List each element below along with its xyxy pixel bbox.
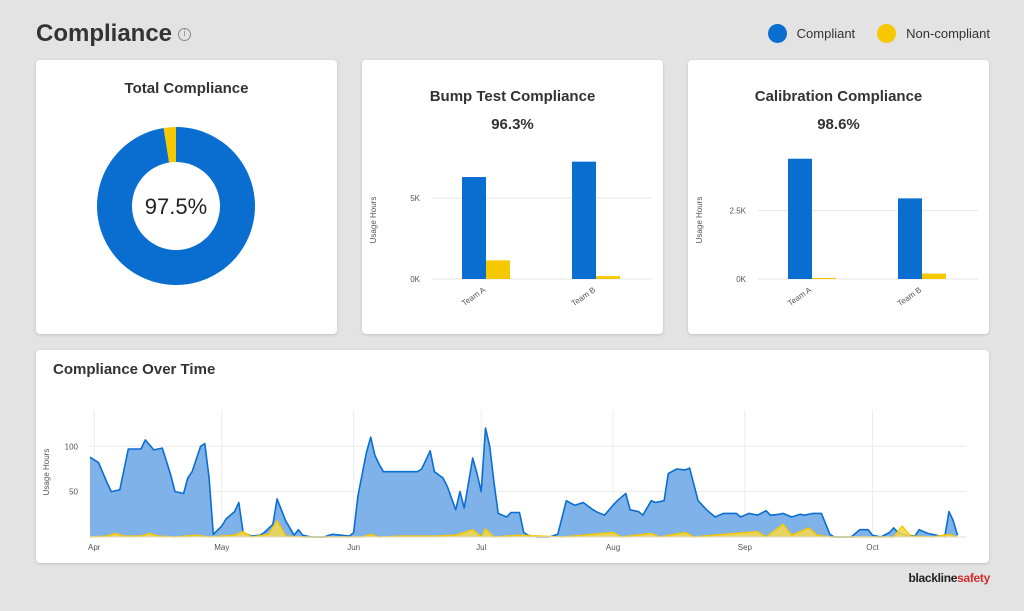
x-tick-label: May — [214, 543, 229, 552]
total-compliance-card[interactable]: Total Compliance 97.5% — [36, 60, 337, 334]
y-tick-label: 0K — [410, 275, 420, 284]
legend-swatch-non-compliant — [877, 24, 897, 43]
donut-slice-compliant — [96, 127, 255, 285]
page-header: Compliance i Compliant Non-compliant — [36, 20, 990, 52]
card-title: Total Compliance — [124, 80, 249, 97]
x-tick-label: Jul — [476, 543, 486, 552]
legend-label: Compliant — [796, 26, 856, 41]
x-tick-label: Sep — [738, 543, 753, 552]
bar-team-a-non-compliant — [486, 260, 510, 279]
card-title: Compliance Over Time — [53, 361, 216, 378]
legend-item-compliant[interactable]: Compliant — [767, 24, 856, 43]
bar-team-b-compliant — [898, 198, 922, 279]
compliance-over-time-card[interactable]: Compliance Over Time Apr May Jun Jul Aug Sep O… — [36, 350, 989, 563]
bar-team-a-compliant — [462, 177, 486, 279]
brand-logo: blacklinesafety — [908, 571, 990, 585]
area-line-non-compliant — [89, 520, 958, 538]
legend-item-non-compliant[interactable]: Non-compliant — [877, 24, 990, 43]
donut-center-label: 97.5% — [145, 194, 207, 219]
bump-test-bar-chart: 0K 5K Usage Hours Team A Team B — [369, 161, 652, 308]
card-percentage: 98.6% — [817, 116, 860, 133]
info-icon[interactable]: i — [178, 27, 192, 41]
y-axis-label: Usage Hours — [369, 197, 378, 244]
bar-team-b-compliant — [572, 161, 596, 279]
card-title: Bump Test Compliance — [429, 88, 596, 105]
donut-chart: 97.5% — [96, 127, 255, 285]
y-tick-label: 2.5K — [730, 207, 747, 216]
card-title: Calibration Compliance — [754, 88, 923, 105]
x-tick-label: Team B — [570, 285, 597, 308]
y-tick-label: 100 — [65, 442, 79, 451]
compliance-area-chart: Apr May Jun Jul Aug Sep Oct 50 100 Usage Hours — [42, 410, 966, 552]
donut-slice-non-compliant — [163, 127, 176, 163]
y-tick-label: 50 — [69, 488, 78, 497]
area-fill-non-compliant — [90, 520, 958, 537]
bump-test-card[interactable]: Bump Test Compliance 96.3% 0K 5K Usage Hou… — [362, 60, 663, 334]
bar-team-a-compliant — [788, 158, 812, 279]
y-axis-label: Usage Hours — [695, 197, 704, 244]
y-axis-label: Usage Hours — [42, 449, 51, 496]
bar-team-b-non-compliant — [922, 273, 946, 279]
legend-swatch-compliant — [767, 24, 787, 43]
page-title: Compliance — [36, 20, 173, 47]
x-tick-label: Team A — [786, 285, 814, 308]
y-tick-label: 5K — [410, 194, 420, 203]
card-percentage: 96.3% — [491, 116, 534, 133]
x-tick-label: Team A — [460, 285, 488, 308]
bar-team-b-non-compliant — [596, 276, 620, 279]
x-tick-label: Team B — [896, 285, 923, 308]
x-tick-label: Apr — [88, 543, 101, 552]
y-tick-label: 0K — [736, 275, 746, 284]
calibration-bar-chart: 0K 2.5K Usage Hours Team A Team B — [695, 158, 978, 308]
area-line-compliant — [89, 427, 959, 538]
x-tick-label: Oct — [866, 543, 879, 552]
x-tick-label: Jun — [347, 543, 360, 552]
legend: Compliant Non-compliant — [746, 24, 990, 43]
x-tick-label: Aug — [606, 543, 620, 552]
area-fill-compliant — [90, 428, 958, 537]
legend-label: Non-compliant — [906, 26, 990, 41]
bar-team-a-non-compliant — [812, 277, 836, 279]
calibration-card[interactable]: Calibration Compliance 98.6% 0K 2.5K Usage… — [688, 60, 989, 334]
